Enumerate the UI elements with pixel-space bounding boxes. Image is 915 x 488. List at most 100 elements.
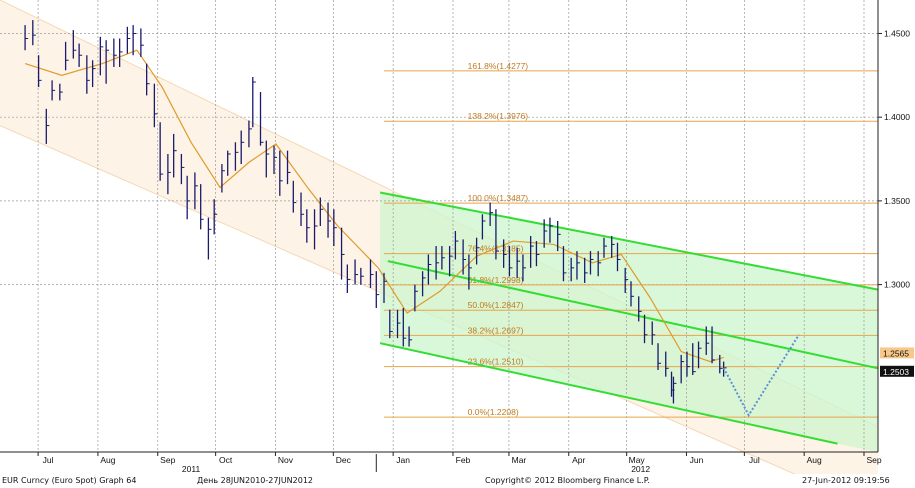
price-bar [421, 271, 426, 297]
price-bar [495, 209, 499, 260]
fib-level-label: 23.6%(1.2510) [468, 357, 524, 367]
chart-timestamp: 27-Jun-2012 09:19:56 [802, 476, 890, 485]
price-bar [186, 175, 191, 220]
x-axis-month-label: Aug [100, 455, 115, 465]
price-bar [327, 202, 332, 238]
x-axis-month-label: Jun [690, 455, 704, 465]
price-bar [389, 309, 393, 339]
x-axis-month-label: Mar [512, 455, 527, 465]
price-bar [99, 36, 104, 76]
price-bar [292, 180, 297, 213]
fib-level-label: 50.0%(1.2847) [468, 300, 524, 310]
price-bar [306, 209, 310, 243]
price-bar [118, 38, 123, 67]
price-bar [489, 202, 494, 226]
price-bar [91, 60, 96, 88]
security-title: EUR Curncy (Euro Spot) Graph 64 [2, 476, 137, 485]
price-bar [113, 38, 117, 67]
price-bar [227, 150, 231, 176]
price-chart: 161.8%(1.4277) 138.2%(1.3976) 100.0%(1.348… [0, 0, 914, 474]
x-axis-month-label: Sep [866, 455, 881, 465]
fib-level-label: 0.0%(1.2208) [468, 407, 519, 417]
price-bar [651, 321, 656, 345]
price-bar [45, 108, 50, 144]
price-bar [616, 242, 621, 272]
price-bar [167, 154, 171, 195]
price-bar [265, 140, 270, 178]
last-price-label-box [880, 365, 914, 377]
x-axis-month-label: Jul [43, 455, 54, 465]
price-bar [643, 314, 648, 344]
price-bar [252, 77, 256, 128]
price-bar [611, 236, 615, 258]
last-price-label-text: 1.2503 [883, 367, 909, 377]
price-bar [454, 231, 459, 260]
price-bar [383, 272, 388, 304]
price-bar [657, 343, 662, 370]
price-bar [279, 150, 283, 196]
price-bar [286, 150, 291, 185]
price-bar [570, 257, 575, 282]
last-price-label: 1.2503 [880, 365, 914, 377]
price-bar [535, 241, 540, 267]
x-axis-month-label: Sep [160, 455, 175, 465]
price-bar [37, 55, 42, 88]
price-bar [354, 259, 359, 285]
copyright-text: Copyright© 2012 Bloomberg Finance L.P. [485, 476, 650, 485]
price-bar [672, 376, 677, 404]
price-bar [32, 20, 36, 46]
price-bar [86, 55, 90, 94]
moving-average-price-label-text: 1.2565 [883, 348, 909, 358]
price-bar [692, 343, 696, 375]
moving-average-price-label-box [880, 347, 914, 359]
price-bar [375, 271, 380, 309]
price-bar [597, 251, 602, 277]
price-bar [435, 246, 440, 280]
moving-average-line [24, 49, 724, 363]
price-bar [630, 281, 635, 307]
y-axis-tick-label: 1.4000 [884, 112, 910, 122]
price-bar [200, 184, 204, 230]
price-bar [132, 25, 137, 56]
price-bar [194, 172, 198, 210]
price-bar [248, 120, 252, 148]
x-axis-month-label: Oct [219, 455, 233, 465]
price-bar [173, 133, 177, 178]
price-bar [522, 254, 526, 282]
price-bar [557, 220, 561, 252]
price-bar [78, 43, 83, 67]
price-bar [259, 92, 264, 146]
chart-period: День 28JUN2010-27JUN2012 [197, 476, 314, 485]
price-bar [51, 80, 56, 101]
chart-footer: EUR Curncy (Euro Spot) Graph 64 День 28J… [0, 474, 915, 488]
x-axis-month-label: Jan [396, 455, 410, 465]
moving-average-price-label: 1.2565 [880, 347, 914, 359]
price-bar [360, 267, 364, 285]
price-bar [441, 246, 445, 270]
price-bar [24, 25, 29, 51]
x-axis-month-label: Dec [336, 455, 352, 465]
price-bar [146, 63, 150, 96]
price-bar [213, 199, 218, 235]
price-bar [402, 308, 407, 347]
price-bar [508, 246, 513, 277]
price-bar [333, 209, 337, 247]
price-bar [481, 214, 486, 240]
price-bar [64, 41, 69, 71]
price-bar [159, 122, 164, 181]
price-bar [140, 28, 144, 57]
price-bar [396, 309, 401, 339]
x-axis-month-label: May [629, 455, 646, 465]
x-axis-year-label: 2011 [182, 464, 201, 474]
price-bar [462, 239, 467, 275]
price-bar [153, 83, 158, 128]
price-bar [234, 142, 239, 171]
price-bar [240, 130, 245, 165]
price-bar [59, 83, 63, 101]
upper-channel-line [379, 191, 879, 291]
x-axis-month-label: Apr [572, 455, 585, 465]
price-bar [502, 239, 507, 268]
trend-channel-fill [380, 192, 878, 452]
lower-channel-line [379, 342, 838, 445]
price-bar [313, 209, 318, 250]
